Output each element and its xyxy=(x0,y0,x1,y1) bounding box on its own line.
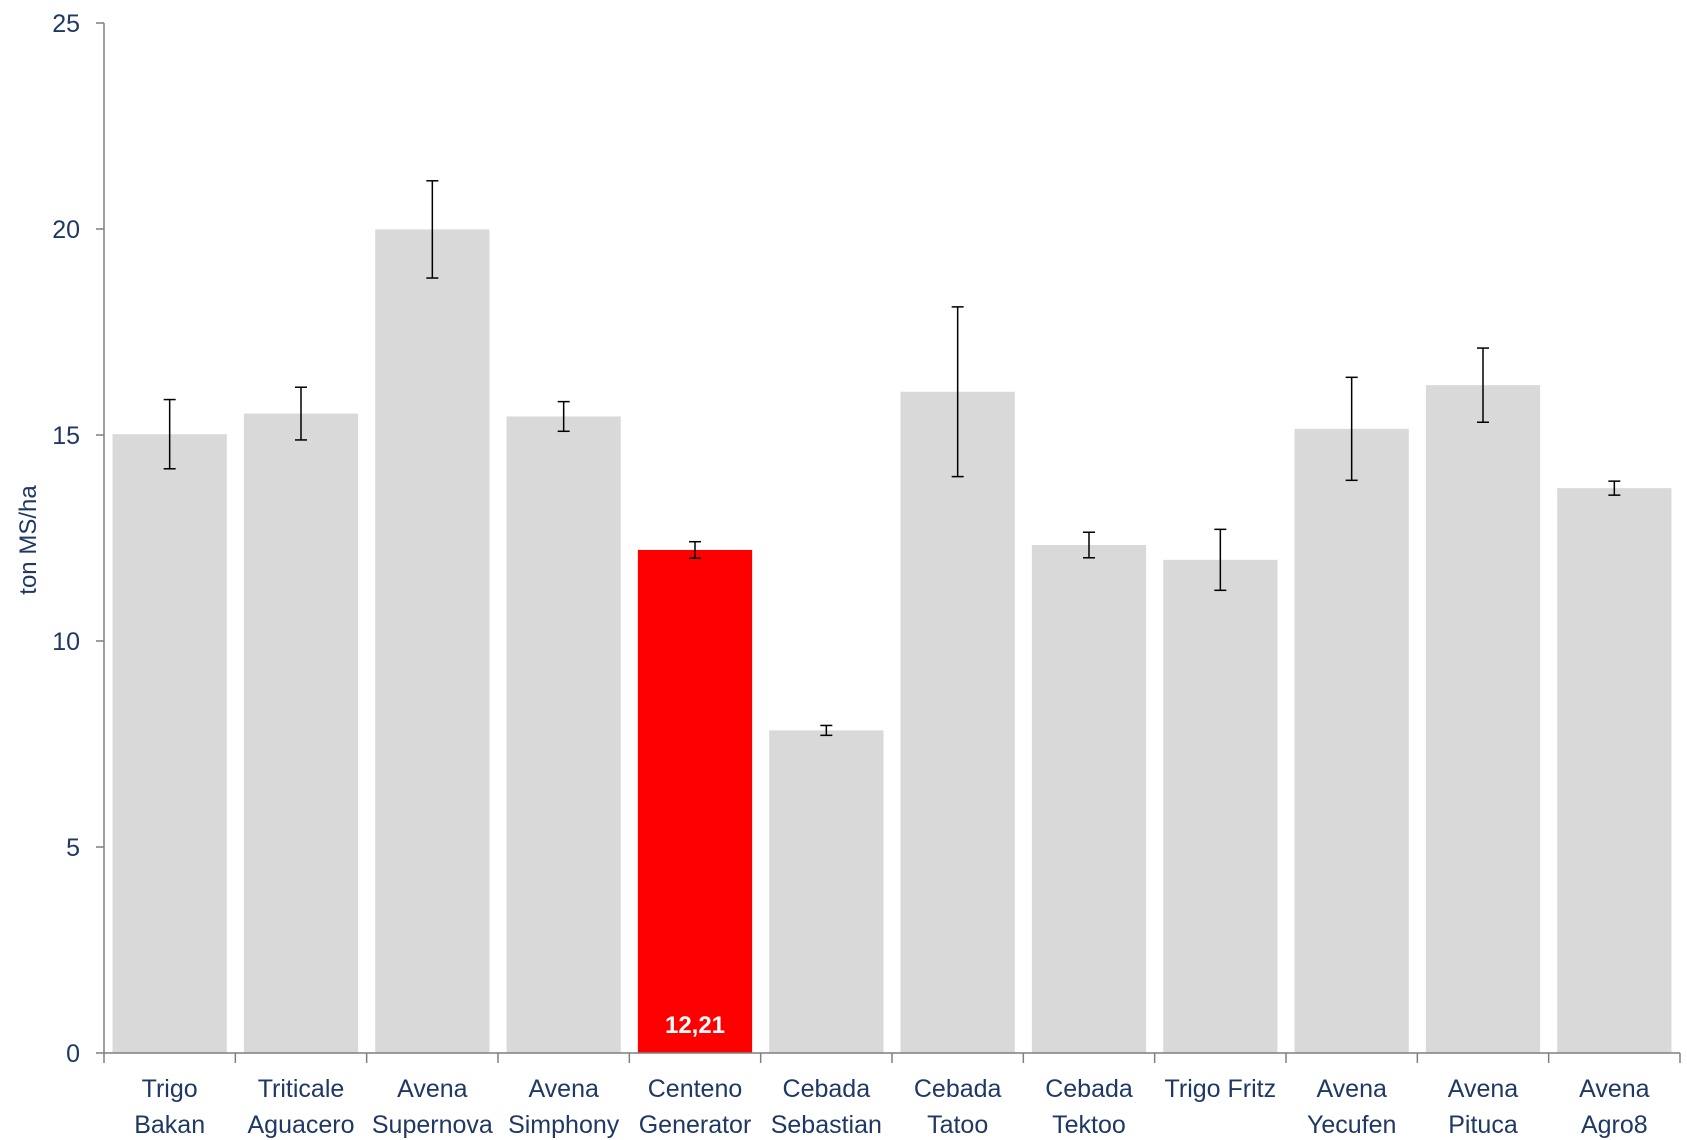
x-tick-label: Bakan xyxy=(134,1111,205,1139)
bar xyxy=(1294,428,1409,1053)
x-tick-label: Sebastian xyxy=(771,1111,882,1139)
x-tick-label: Cebada xyxy=(1045,1075,1133,1103)
x-tick-label: Trigo xyxy=(142,1075,198,1103)
error-bars-group xyxy=(163,180,1621,737)
x-tick-label: Avena xyxy=(1448,1075,1519,1103)
x-tick-label: Trigo Fritz xyxy=(1165,1075,1277,1103)
y-tick-label: 15 xyxy=(52,422,80,450)
bar xyxy=(637,549,753,1053)
x-tick-label: Avena xyxy=(1579,1075,1650,1103)
bar xyxy=(506,416,621,1054)
y-tick-label: 5 xyxy=(66,834,80,862)
bar xyxy=(1031,545,1147,1053)
bar xyxy=(769,730,884,1053)
y-axis-title: ton MS/ha xyxy=(15,485,42,595)
bars-group xyxy=(112,229,1672,1054)
bar xyxy=(112,434,227,1053)
bar xyxy=(243,413,359,1053)
y-tick-label: 25 xyxy=(52,10,80,38)
x-tick-label: Triticale xyxy=(258,1075,345,1103)
x-tick-label: Cebada xyxy=(914,1075,1002,1103)
x-axis: Trigo Bakan Triticale Aguacero Avena Supernov… xyxy=(103,1052,1681,1139)
x-tick-label: Tektoo xyxy=(1052,1111,1126,1139)
x-tick-label: Generator xyxy=(639,1111,752,1139)
y-tick-label: 0 xyxy=(66,1040,80,1068)
bar xyxy=(1557,488,1672,1053)
x-tick-label: Centeno xyxy=(648,1075,743,1103)
x-tick-label: Agro8 xyxy=(1581,1111,1648,1139)
x-tick-label: Avena xyxy=(1316,1075,1387,1103)
data-labels-group: 12,21 xyxy=(665,1012,725,1039)
x-tick-label: Supernova xyxy=(372,1111,493,1139)
x-tick-label: Yecufen xyxy=(1307,1111,1396,1139)
bar xyxy=(1163,559,1278,1053)
x-tick-label: Tatoo xyxy=(927,1111,988,1139)
x-tick-label: Aguacero xyxy=(247,1111,354,1139)
bar xyxy=(1425,385,1541,1053)
x-tick-label: Avena xyxy=(397,1075,468,1103)
x-tick-label: Avena xyxy=(528,1075,599,1103)
y-tick-label: 10 xyxy=(52,628,80,656)
x-tick-label: Pituca xyxy=(1448,1111,1518,1139)
y-tick-label: 20 xyxy=(52,216,80,244)
x-tick-label: Cebada xyxy=(783,1075,871,1103)
y-axis: 0 5 10 15 20 25 xyxy=(52,10,105,1068)
bar xyxy=(375,229,490,1054)
data-label: 12,21 xyxy=(665,1012,725,1039)
x-tick-label: Simphony xyxy=(508,1111,620,1139)
bar xyxy=(900,391,1015,1053)
